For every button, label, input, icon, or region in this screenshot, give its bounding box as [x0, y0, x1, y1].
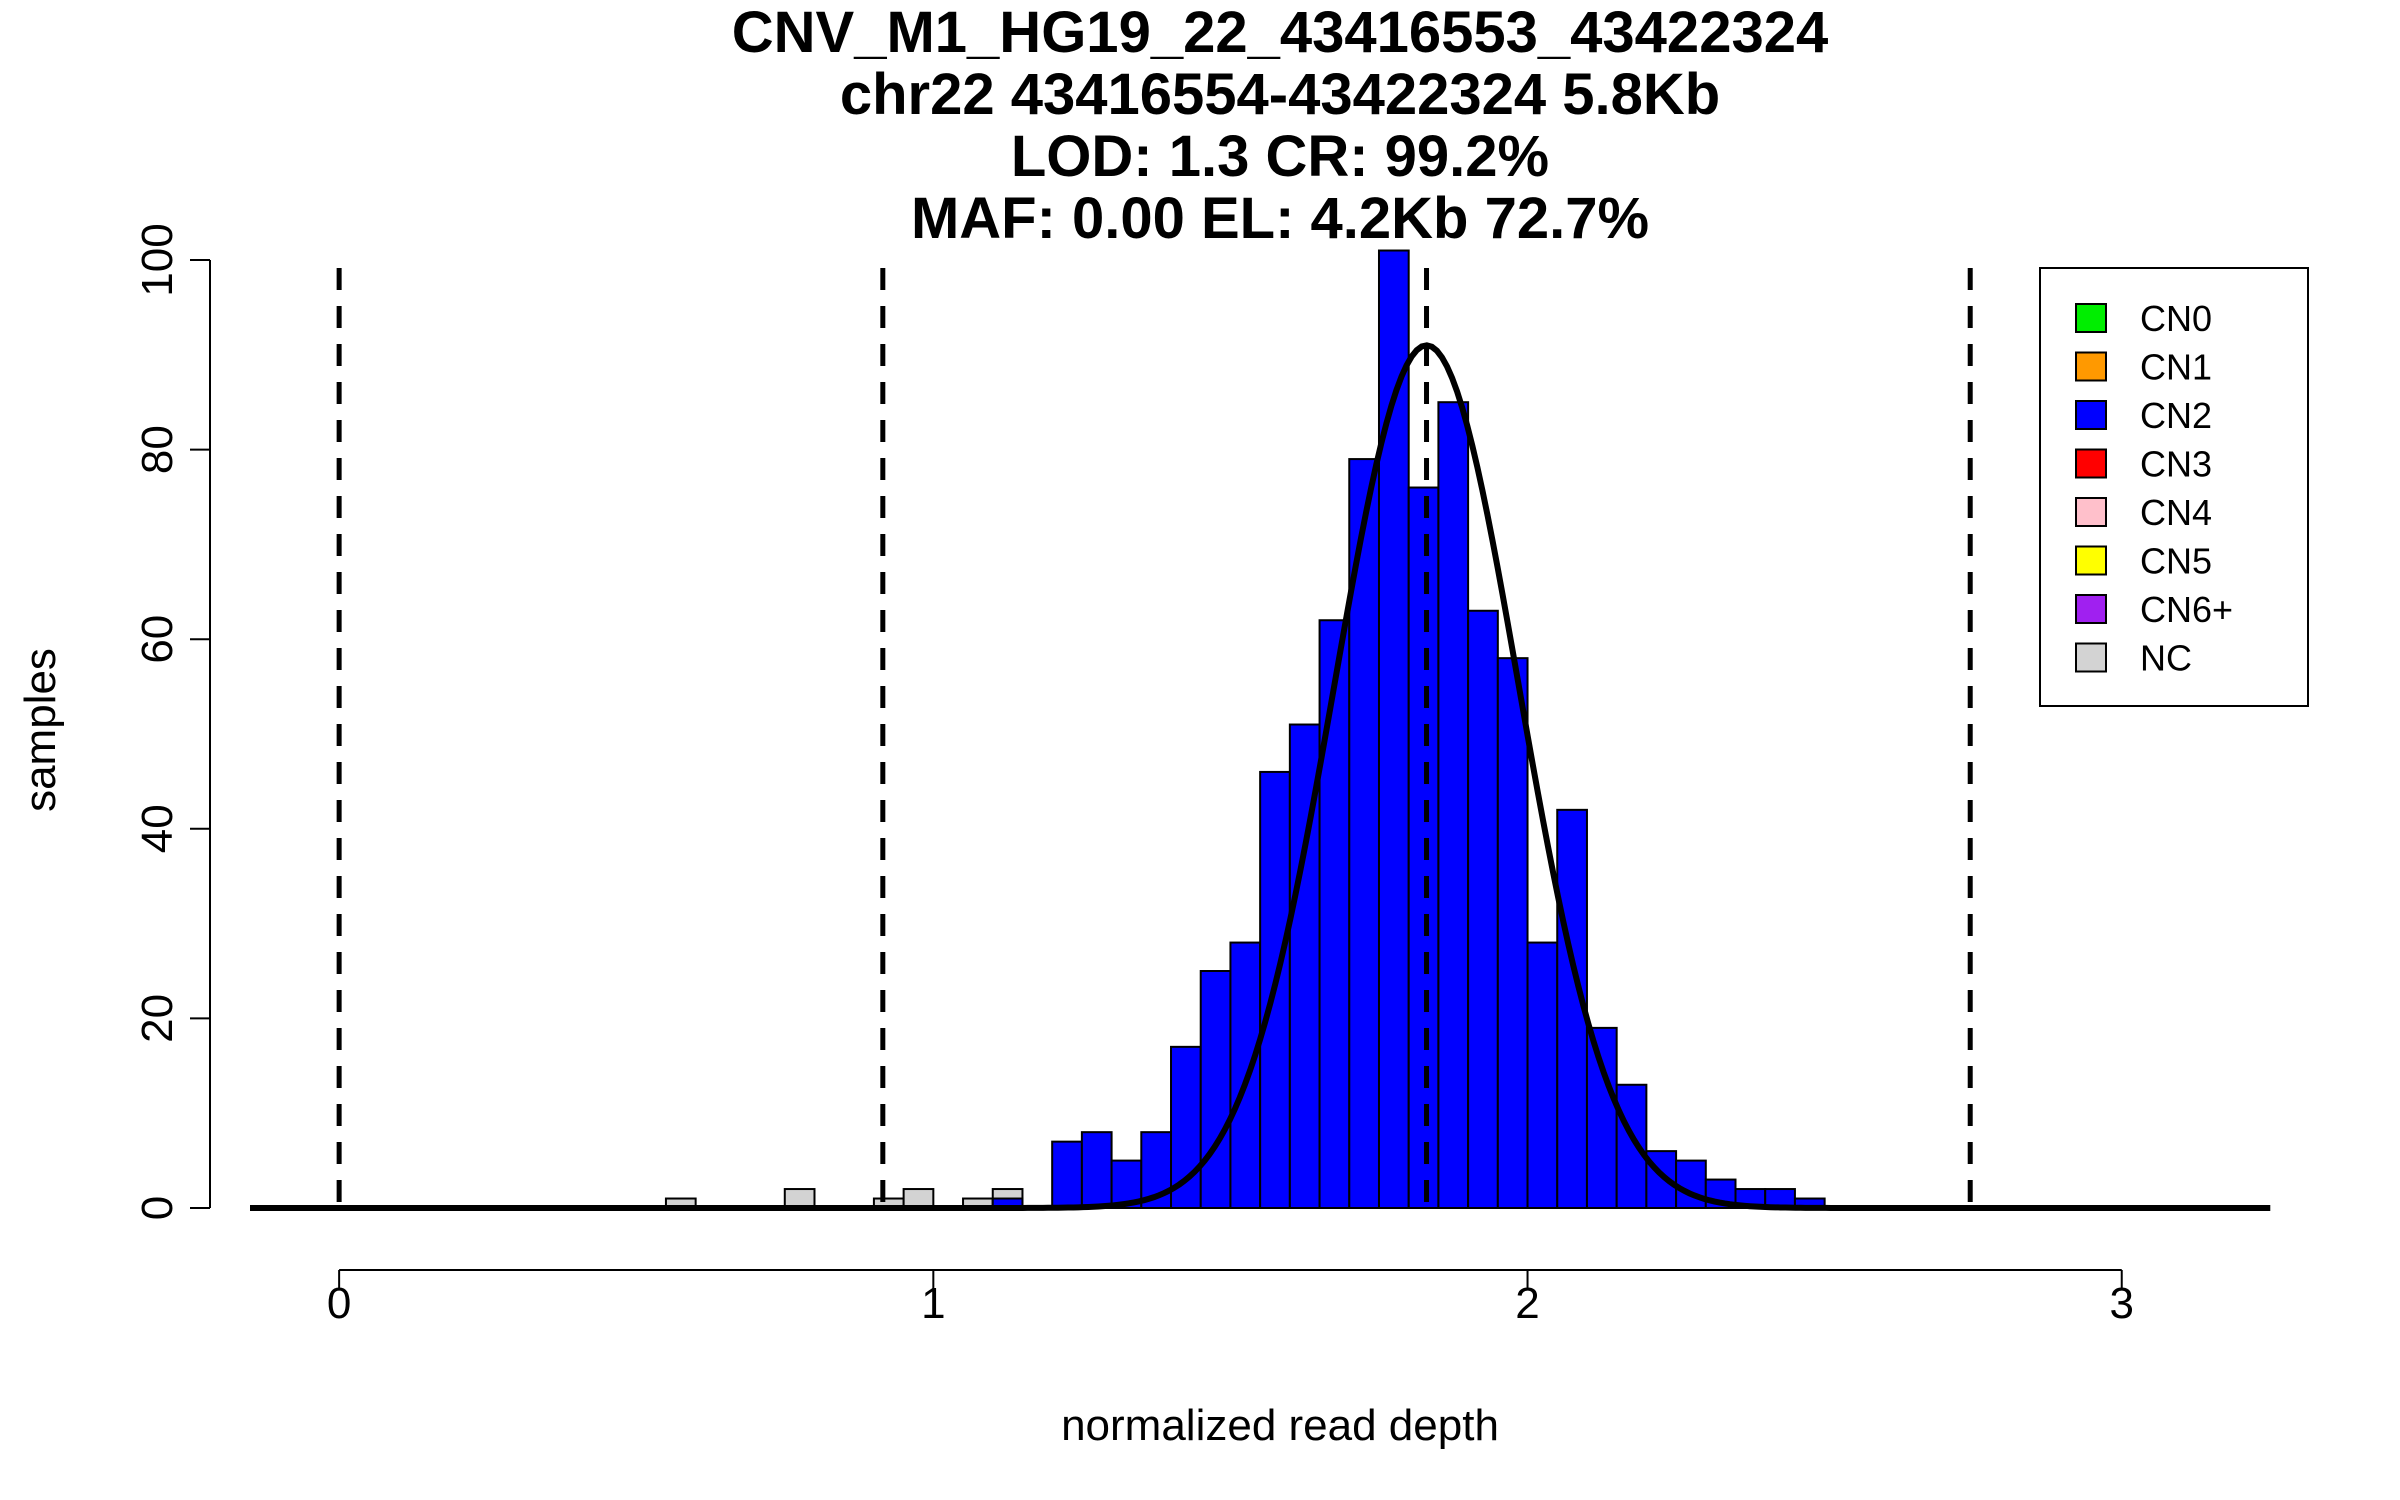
bar-cn2-26: [1615, 1083, 1648, 1210]
legend-label-cn5: CN5: [2140, 541, 2212, 582]
axes: 0 1 2 3 0 20 40 60 80 100: [133, 223, 2134, 1328]
bar-cn2-8: [1080, 1131, 1113, 1210]
title-line-2: chr22 43416554-43422324 5.8Kb: [840, 62, 1720, 127]
title-line-1: CNV_M1_HG19_22_43416553_43422324: [732, 0, 1828, 65]
legend-label-cn2: CN2: [2140, 395, 2212, 436]
y-tick-label-0: 0: [133, 1196, 182, 1220]
bar-cn2-12: [1199, 970, 1232, 1209]
y-axis-label: samples: [16, 648, 65, 812]
bar-cn2-19: [1407, 486, 1440, 1209]
bar-cn2-7: [1051, 1140, 1083, 1210]
legend-swatch-cn3: [2075, 448, 2107, 479]
legend-box: [2039, 267, 2309, 707]
x-axis-label: normalized read depth: [1061, 1401, 1499, 1450]
x-tick-label-1: 1: [921, 1279, 945, 1328]
bar-cn2-22: [1496, 657, 1529, 1209]
legend-swatch-cn2: [2075, 400, 2107, 430]
x-tick-label-0: 0: [327, 1279, 351, 1328]
y-tick-label-3: 60: [133, 615, 182, 664]
legend-label-cn6plus: CN6+: [2140, 589, 2233, 630]
legend-label-cn4: CN4: [2140, 492, 2212, 533]
y-tick-label-1: 20: [133, 994, 182, 1043]
legend-label-cn3: CN3: [2140, 444, 2212, 485]
title-line-3: LOD: 1.3 CR: 99.2%: [1011, 124, 1549, 189]
y-tick-label-4: 80: [133, 425, 182, 474]
bar-cn2-16: [1318, 619, 1351, 1209]
y-tick-label-5: 100: [133, 223, 182, 296]
legend-swatch-cn5: [2075, 545, 2107, 576]
bar-cn2-21: [1467, 609, 1499, 1209]
x-tick-label-2: 2: [1515, 1279, 1539, 1328]
histogram-bars: [664, 249, 1826, 1210]
cutoff-lines: [336, 268, 1973, 1208]
legend-swatch-cn1: [2075, 351, 2107, 382]
legend-label-cn1: CN1: [2140, 347, 2212, 388]
legend-label-nc: NC: [2140, 638, 2192, 679]
legend-swatch-cn0: [2075, 303, 2107, 333]
title-line-4: MAF: 0.00 EL: 4.2Kb 72.7%: [911, 186, 1649, 251]
y-tick-label-2: 40: [133, 804, 182, 853]
bar-cn2-25: [1585, 1026, 1618, 1209]
x-tick-label-3: 3: [2109, 1279, 2133, 1328]
legend-swatch-cn6plus: [2075, 594, 2107, 624]
bar-cn2-20: [1437, 401, 1470, 1209]
legend-swatch-nc: [2075, 642, 2107, 673]
bar-cn2-23: [1526, 941, 1559, 1209]
legend-swatch-cn4: [2075, 497, 2107, 527]
legend-label-cn0: CN0: [2140, 298, 2212, 339]
chart-title: CNV_M1_HG19_22_43416553_43422324 chr22 4…: [732, 0, 1828, 251]
legend: CN0 CN1 CN2 CN3 CN4 CN5 CN6+ NC: [2039, 267, 2309, 707]
density-curve: [250, 342, 2271, 1211]
